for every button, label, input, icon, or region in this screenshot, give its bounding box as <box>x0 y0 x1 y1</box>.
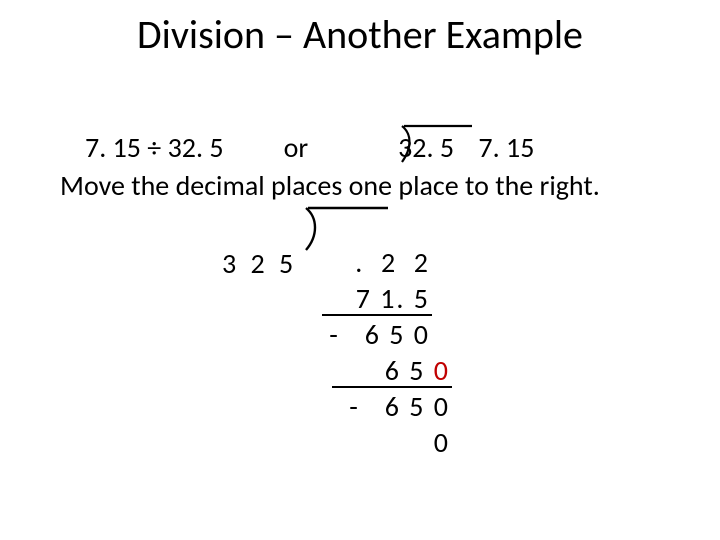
remainder-2-value: 0 <box>434 425 450 460</box>
rule-line-2 <box>332 386 452 388</box>
slide: Division – Another Example 7. 15 ÷ 32. 5… <box>0 0 720 540</box>
remainder-row-2: 0 <box>0 390 720 495</box>
long-division-inline: 32. 5 7. 15 <box>398 130 534 165</box>
example-inline: 7. 15 ÷ 32. 5 or 32. 5 7. 15 <box>85 130 534 165</box>
rule-line-1 <box>322 314 432 316</box>
or-text: or <box>284 130 309 165</box>
inline-divisor: 32. 5 <box>398 130 454 165</box>
inline-dividend: 7. 15 <box>460 130 534 165</box>
expression-text: 7. 15 ÷ 32. 5 <box>85 130 224 165</box>
instruction-text: Move the decimal places one place to the… <box>60 168 600 203</box>
slide-title: Division – Another Example <box>0 10 720 59</box>
